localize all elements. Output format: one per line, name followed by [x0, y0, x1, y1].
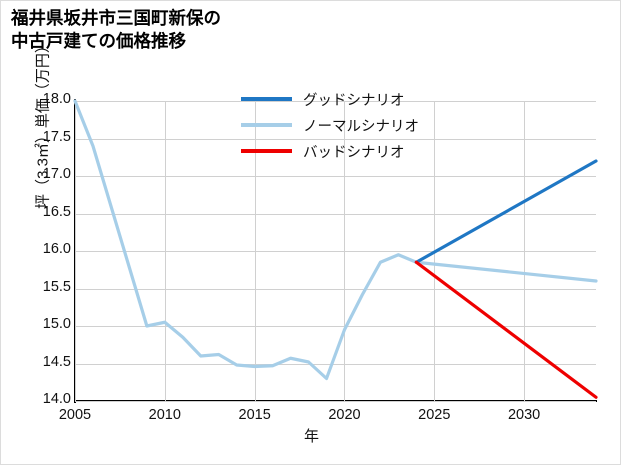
gridline-horizontal: [75, 326, 596, 327]
gridline-vertical: [344, 101, 346, 401]
gridline-horizontal: [75, 401, 596, 402]
y-axis-tick-label: 17.5: [42, 128, 71, 145]
gridline-horizontal: [75, 176, 596, 177]
legend-item-label: バッドシナリオ: [303, 144, 405, 161]
legend-item[interactable]: バッドシナリオ: [241, 141, 419, 161]
gridline-vertical: [164, 101, 166, 401]
plot-area: 14.0 14.5 15.0 15.5 16.0 16.5 17.0 17.5 18.0 200…: [43, 91, 598, 423]
y-axis-tick-label: 18.0: [42, 91, 71, 107]
gridline-horizontal: [75, 288, 596, 290]
legend-item[interactable]: グッドシナリオ: [241, 89, 419, 109]
legend-item-label: ノーマルシナリオ: [303, 118, 419, 135]
y-axis-tick-label: 14.5: [42, 353, 71, 370]
chart-title: 福井県坂井市三国町新保の 中古戸建ての価格推移: [11, 8, 221, 52]
gridline-horizontal: [75, 363, 596, 365]
gridline-horizontal: [75, 213, 596, 215]
y-axis-tick-label: 15.5: [42, 278, 71, 295]
x-axis-label: 年: [303, 428, 319, 445]
legend-color-swatch: [241, 123, 292, 127]
gridline-vertical: [254, 101, 256, 401]
series-line: [414, 159, 598, 264]
legend-item-label: グッドシナリオ: [303, 92, 405, 109]
y-axis-tick-label: 16.0: [42, 241, 71, 257]
series-line: [414, 260, 598, 399]
y-axis-tick-label: 15.0: [42, 316, 71, 332]
gridline-vertical: [524, 101, 526, 401]
gridline-horizontal: [75, 138, 596, 140]
y-axis-tick-label: 14.0: [42, 391, 71, 407]
gridline-vertical: [75, 101, 76, 401]
y-axis-label: 坪（3.3㎡）単価（万円）: [34, 38, 52, 209]
x-axis-tick-label: 2010: [148, 407, 181, 423]
legend-color-swatch: [241, 97, 292, 101]
chart-legend: グッドシナリオ ノーマルシナリオ バッドシナリオ: [241, 89, 419, 161]
series-line: [73, 99, 598, 381]
legend-color-swatch: [241, 149, 292, 153]
legend-item[interactable]: ノーマルシナリオ: [241, 115, 419, 135]
x-axis-tick-label: 2015: [238, 407, 271, 423]
series-lines: [73, 99, 598, 399]
x-axis-tick-label: 2005: [58, 407, 92, 423]
y-axis-tick-label: 16.5: [42, 203, 71, 220]
gridline-horizontal: [75, 251, 596, 252]
y-axis-tick-label: 17.0: [42, 166, 71, 182]
x-axis-tick-label: 2020: [328, 407, 361, 423]
x-axis-tick-label: 2025: [418, 407, 451, 423]
gridline-horizontal: [75, 101, 596, 102]
x-axis-tick-label: 2030: [507, 407, 541, 423]
